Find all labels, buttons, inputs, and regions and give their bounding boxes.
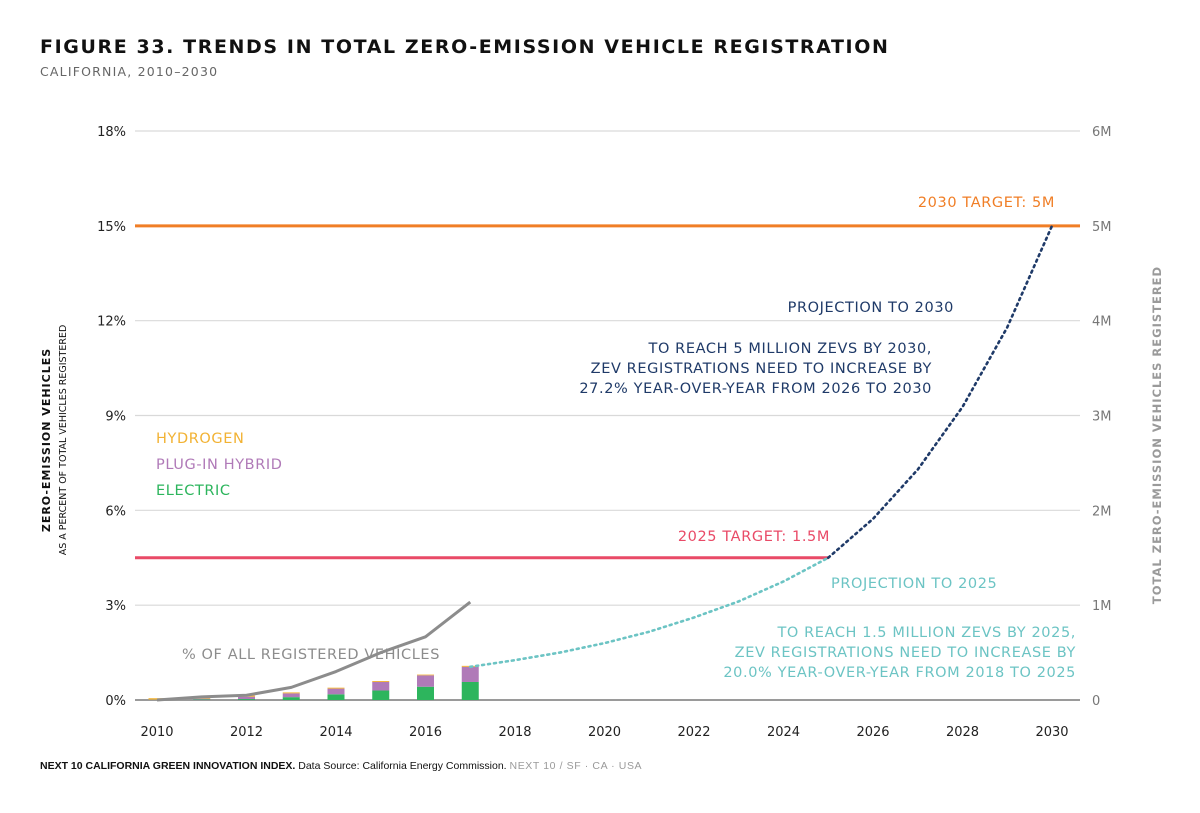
- x-tick: 2010: [140, 725, 173, 740]
- x-tick: 2012: [230, 725, 263, 740]
- bar-electric: [327, 694, 345, 700]
- bar-electric: [238, 699, 255, 700]
- y-axis-title-left: ZERO-EMISSION VEHICLES: [40, 348, 53, 532]
- x-tick: 2030: [1035, 725, 1068, 740]
- legend-item: HYDROGEN: [156, 431, 244, 447]
- footer-source-bold: NEXT 10 CALIFORNIA GREEN INNOVATION INDE…: [40, 760, 296, 772]
- bar-plug-in-hybrid: [327, 688, 345, 695]
- percent-line-label: % OF ALL REGISTERED VEHICLES: [182, 647, 440, 663]
- projection-2025-note: TO REACH 1.5 MILLION ZEVS BY 2025,: [776, 625, 1076, 641]
- y-tick-right: 6M: [1092, 125, 1112, 140]
- footer-brand: NEXT 10 / SF · CA · USA: [509, 760, 643, 772]
- projection-2025-line: [468, 556, 830, 669]
- bar-plug-in-hybrid: [282, 693, 300, 698]
- chart-subtitle: CALIFORNIA, 2010–2030: [40, 64, 219, 79]
- y-tick-left: 9%: [105, 410, 126, 425]
- target-2030-label: 2030 TARGET: 5M: [918, 195, 1055, 211]
- y-tick-right: 0: [1092, 694, 1100, 709]
- x-tick: 2016: [409, 725, 442, 740]
- bar-hydrogen: [327, 687, 345, 689]
- x-tick: 2022: [677, 725, 710, 740]
- projection-2030-note: 27.2% YEAR-OVER-YEAR FROM 2026 TO 2030: [579, 381, 932, 397]
- projection-2030-note: ZEV REGISTRATIONS NEED TO INCREASE BY: [591, 361, 932, 377]
- y-tick-right: 1M: [1092, 599, 1112, 614]
- bar-electric: [461, 681, 479, 700]
- bar-plug-in-hybrid: [372, 681, 390, 691]
- y-tick-right: 5M: [1092, 220, 1112, 235]
- y-tick-left: 18%: [97, 125, 126, 140]
- y-axis-subtitle-left: AS A PERCENT OF TOTAL VEHICLES REGISTERE…: [58, 325, 69, 556]
- bar-electric: [372, 690, 390, 700]
- projection-2025-note: ZEV REGISTRATIONS NEED TO INCREASE BY: [735, 645, 1076, 661]
- projection-2025-label: PROJECTION TO 2025: [831, 576, 997, 592]
- projection-2030-note: TO REACH 5 MILLION ZEVS BY 2030,: [648, 341, 933, 357]
- projection-2030-line: [826, 224, 1054, 560]
- bar-electric: [193, 699, 211, 700]
- bar-plug-in-hybrid: [461, 666, 479, 682]
- y-tick-left: 12%: [97, 315, 126, 330]
- y-tick-left: 3%: [105, 599, 126, 614]
- x-tick: 2026: [856, 725, 889, 740]
- legend-item: ELECTRIC: [156, 483, 231, 499]
- bar-plug-in-hybrid: [417, 675, 434, 687]
- chart-title: FIGURE 33. TRENDS IN TOTAL ZERO-EMISSION…: [40, 36, 890, 58]
- footer-source-text: Data Source: California Energy Commissio…: [298, 760, 507, 772]
- x-tick: 2018: [498, 725, 531, 740]
- bar-hydrogen: [372, 681, 390, 682]
- bar-electric: [417, 686, 434, 700]
- percent-line: [156, 600, 472, 702]
- bar-plug-in-hybrid: [193, 698, 211, 700]
- y-tick-left: 6%: [105, 504, 126, 519]
- x-tick: 2020: [588, 725, 621, 740]
- y-tick-left: 0%: [105, 694, 126, 709]
- y-axis-title-right: TOTAL ZERO-EMISSION VEHICLES REGISTERED: [1150, 266, 1164, 604]
- y-tick-right: 3M: [1092, 410, 1112, 425]
- projection-2025-note: 20.0% YEAR-OVER-YEAR FROM 2018 TO 2025: [723, 665, 1076, 681]
- x-tick: 2028: [946, 725, 979, 740]
- bar-plug-in-hybrid: [238, 696, 255, 700]
- y-tick-right: 2M: [1092, 504, 1112, 519]
- x-tick: 2014: [319, 725, 352, 740]
- projection-2030-label: PROJECTION TO 2030: [788, 300, 954, 316]
- y-tick-left: 15%: [97, 220, 126, 235]
- y-tick-right: 4M: [1092, 315, 1112, 330]
- x-tick: 2024: [767, 725, 800, 740]
- target-2025-label: 2025 TARGET: 1.5M: [678, 529, 830, 545]
- footer-source: NEXT 10 CALIFORNIA GREEN INNOVATION INDE…: [40, 760, 642, 772]
- legend-item: PLUG-IN HYBRID: [156, 457, 283, 473]
- bar-electric: [282, 697, 300, 700]
- bar-hydrogen: [417, 674, 434, 676]
- bar-hydrogen: [282, 692, 300, 694]
